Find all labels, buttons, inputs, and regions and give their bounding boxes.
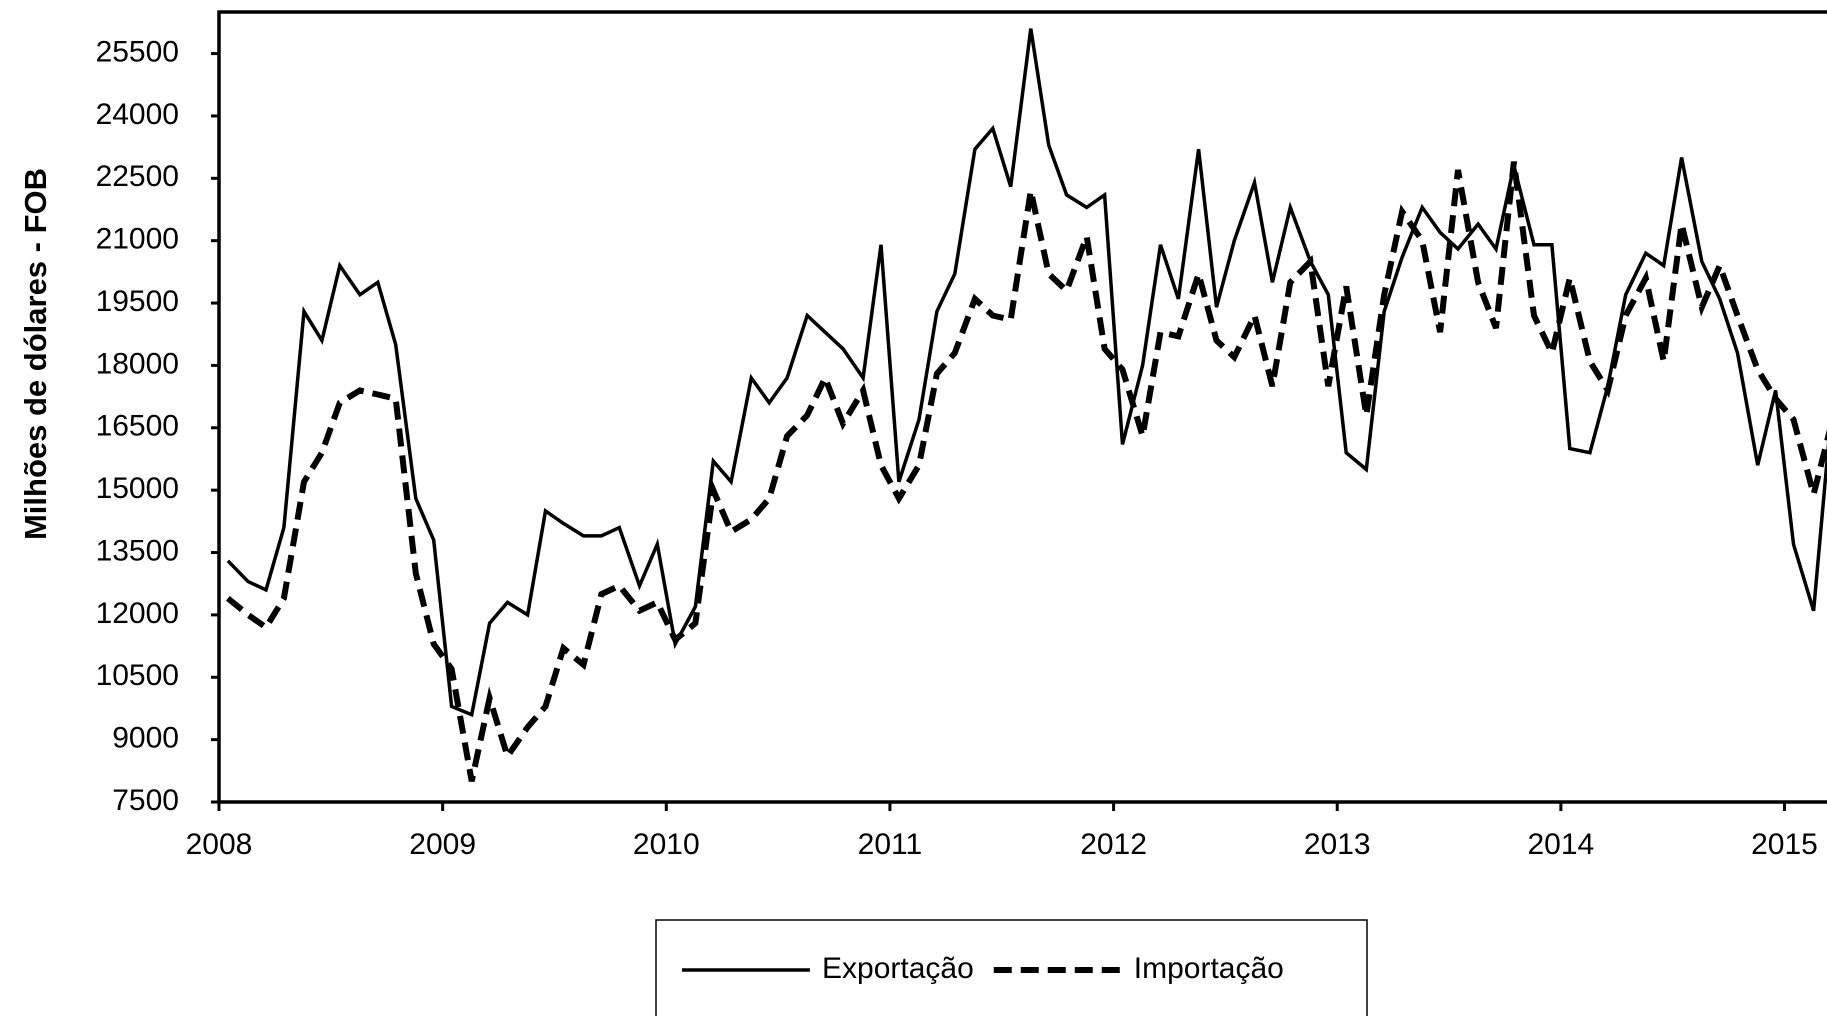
y-tick-label: 9000 bbox=[112, 722, 179, 755]
y-tick-label: 22500 bbox=[96, 160, 179, 193]
y-tick-label: 24000 bbox=[96, 98, 179, 131]
series-line bbox=[226, 28, 1827, 718]
y-tick-label: 16500 bbox=[96, 410, 179, 443]
x-tick-label: 2015 bbox=[1751, 828, 1818, 861]
y-tick-label: 13500 bbox=[96, 534, 179, 567]
x-tick-label: 2010 bbox=[633, 828, 700, 861]
x-tick-label: 2014 bbox=[1527, 828, 1594, 861]
y-tick-label: 25500 bbox=[96, 36, 179, 69]
series-line bbox=[225, 161, 1827, 782]
y-tick-label: 19500 bbox=[96, 285, 179, 318]
y-axis-label: Milhões de dólares - FOB bbox=[18, 168, 53, 540]
legend-label: Importação bbox=[1134, 952, 1284, 985]
plot-frame bbox=[217, 10, 1827, 804]
y-tick-label: 15000 bbox=[96, 472, 179, 505]
x-tick-label: 2009 bbox=[409, 828, 476, 861]
y-tick-label: 10500 bbox=[96, 659, 179, 692]
y-tick-label: 7500 bbox=[112, 784, 179, 817]
y-tick-label: 18000 bbox=[96, 347, 179, 380]
y-tick-label: 12000 bbox=[96, 597, 179, 630]
x-tick-label: 2012 bbox=[1080, 828, 1147, 861]
x-tick-label: 2008 bbox=[186, 828, 253, 861]
y-tick-label: 21000 bbox=[96, 223, 179, 256]
x-tick-label: 2013 bbox=[1304, 828, 1371, 861]
x-tick-label: 2011 bbox=[858, 828, 923, 861]
legend-label: Exportação bbox=[822, 952, 974, 985]
